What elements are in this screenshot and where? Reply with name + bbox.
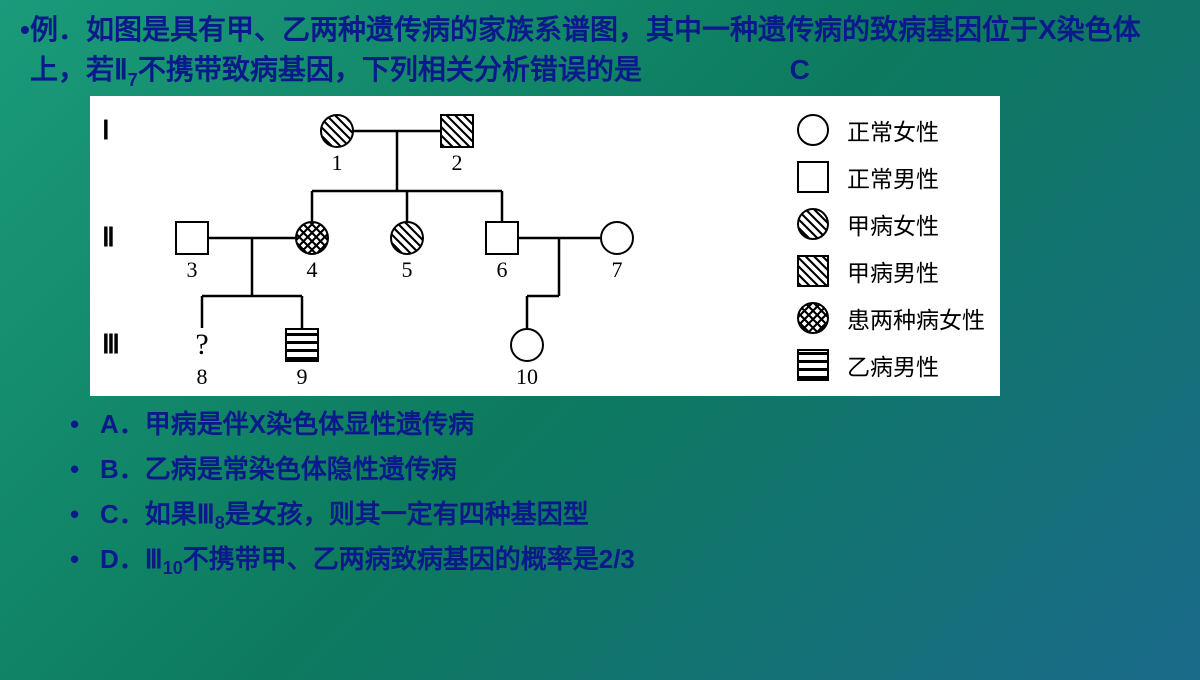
option-d: •D．Ⅲ10不携带甲、乙两病致病基因的概率是2/3 bbox=[100, 537, 1170, 582]
question-text: • 例．如图是具有甲、乙两种遗传病的家族系谱图，其中一种遗传病的致病基因位于X染… bbox=[30, 10, 1170, 90]
bullet: • bbox=[20, 10, 30, 50]
pedigree-node-III8: ? bbox=[185, 328, 219, 362]
pedigree-num-II3: 3 bbox=[175, 257, 209, 283]
legend-row-1: 正常男性 bbox=[797, 153, 985, 200]
gen-3-label: Ⅲ bbox=[102, 330, 120, 360]
pedigree-num-I2: 2 bbox=[440, 150, 474, 176]
pedigree-num-I1: 1 bbox=[320, 150, 354, 176]
legend-shape-4 bbox=[797, 302, 829, 334]
legend-row-3: 甲病男性 bbox=[797, 247, 985, 294]
legend-label-0: 正常女性 bbox=[847, 113, 939, 147]
pedigree-node-I2 bbox=[440, 114, 474, 148]
option-b: •B．乙病是常染色体隐性遗传病 bbox=[100, 447, 1170, 492]
gen-1-label: Ⅰ bbox=[102, 116, 110, 146]
legend-shape-0 bbox=[797, 114, 829, 146]
pedigree-num-III8: 8 bbox=[185, 364, 219, 390]
pedigree-num-II6: 6 bbox=[485, 257, 519, 283]
legend-shape-5 bbox=[797, 349, 829, 381]
pedigree-node-I1 bbox=[320, 114, 354, 148]
legend-shape-3 bbox=[797, 255, 829, 287]
pedigree-node-II5 bbox=[390, 221, 424, 255]
legend-label-4: 患两种病女性 bbox=[847, 301, 985, 335]
legend-label-3: 甲病男性 bbox=[847, 254, 939, 288]
pedigree-num-II5: 5 bbox=[390, 257, 424, 283]
pedigree-node-II7 bbox=[600, 221, 634, 255]
pedigree-node-III9 bbox=[285, 328, 319, 362]
pedigree-num-II4: 4 bbox=[295, 257, 329, 283]
legend-label-5: 乙病男性 bbox=[847, 348, 939, 382]
pedigree-node-II4 bbox=[295, 221, 329, 255]
legend: 正常女性正常男性甲病女性甲病男性患两种病女性乙病男性 bbox=[797, 106, 985, 388]
gen-2-label: Ⅱ bbox=[102, 223, 115, 253]
slide: • 例．如图是具有甲、乙两种遗传病的家族系谱图，其中一种遗传病的致病基因位于X染… bbox=[0, 0, 1200, 582]
legend-row-2: 甲病女性 bbox=[797, 200, 985, 247]
pedigree-node-II3 bbox=[175, 221, 209, 255]
answer-options: •A．甲病是伴X染色体显性遗传病 •B．乙病是常染色体隐性遗传病 •C．如果Ⅲ8… bbox=[100, 402, 1170, 582]
legend-label-2: 甲病女性 bbox=[847, 207, 939, 241]
option-a: •A．甲病是伴X染色体显性遗传病 bbox=[100, 402, 1170, 447]
pedigree-num-III9: 9 bbox=[285, 364, 319, 390]
pedigree-diagram: Ⅰ Ⅱ Ⅲ 1 2 3 4 5 6 7?8 9 10 正常女性正常男性甲病女性甲病男性患两种病女… bbox=[90, 96, 1000, 396]
pedigree-num-II7: 7 bbox=[600, 257, 634, 283]
pedigree-num-III10: 10 bbox=[510, 364, 544, 390]
question-mid: 不携带致病基因，下列相关分析错误的是 bbox=[138, 54, 642, 85]
legend-shape-1 bbox=[797, 161, 829, 193]
legend-label-1: 正常男性 bbox=[847, 160, 939, 194]
pedigree-node-III10 bbox=[510, 328, 544, 362]
pedigree-area: Ⅰ Ⅱ Ⅲ 1 2 3 4 5 6 7?8 9 10 bbox=[90, 96, 750, 396]
option-c: •C．如果Ⅲ8是女孩，则其一定有四种基因型 bbox=[100, 492, 1170, 537]
legend-row-0: 正常女性 bbox=[797, 106, 985, 153]
legend-row-4: 患两种病女性 bbox=[797, 294, 985, 341]
pedigree-node-II6 bbox=[485, 221, 519, 255]
answer-letter: C bbox=[790, 50, 810, 90]
legend-shape-2 bbox=[797, 208, 829, 240]
legend-row-5: 乙病男性 bbox=[797, 341, 985, 388]
